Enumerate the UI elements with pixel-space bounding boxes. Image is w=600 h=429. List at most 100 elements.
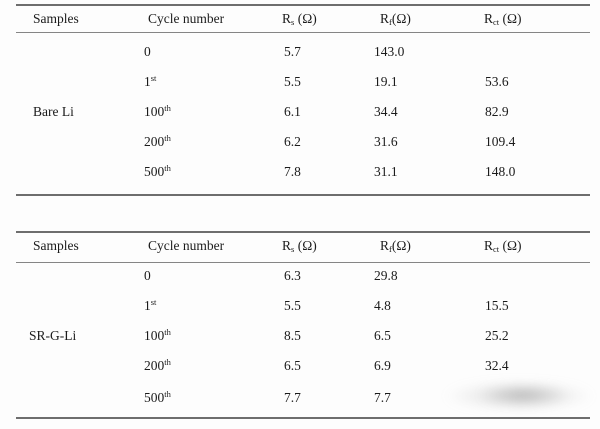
cycle-number-header-label: Cycle number xyxy=(148,11,225,26)
sample-name-label: SR-G-Li xyxy=(29,328,77,343)
table-row: 500th 7.8 31.1 148.0 xyxy=(0,163,600,180)
table1-header-row: Samples Cycle number Rs (Ω) Rf(Ω) Rct (Ω… xyxy=(0,10,600,27)
cycle-ordinal-suffix: th xyxy=(164,103,171,113)
table-row: 100th 8.5 6.5 25.2 xyxy=(0,327,600,344)
rs-value-cell: 7.8 xyxy=(284,164,301,179)
rs-subscript: s xyxy=(291,17,295,27)
rct-header-label: Rct (Ω) xyxy=(484,237,522,254)
samples-header-label: Samples xyxy=(33,238,79,253)
rs-value-cell: 7.7 xyxy=(284,390,301,405)
rf-symbol: R xyxy=(380,11,390,26)
table1-header-rule xyxy=(16,32,590,33)
cycle-number-cell: 1st xyxy=(144,73,156,90)
rs-unit: (Ω) xyxy=(294,11,317,26)
rs-value-cell: 5.7 xyxy=(284,44,301,59)
rct-value-cell: 109.4 xyxy=(485,134,516,149)
table2-top-rule xyxy=(16,231,590,233)
table2-bottom-rule xyxy=(16,417,590,419)
rs-value-cell: 6.3 xyxy=(284,268,301,283)
rs-unit: (Ω) xyxy=(294,238,317,253)
cycle-ordinal-suffix: th xyxy=(164,357,171,367)
rs-value-cell: 6.5 xyxy=(284,358,301,373)
rct-value-cell: 15.5 xyxy=(485,298,509,313)
cycle-number-value: 200 xyxy=(144,358,165,373)
rs-symbol: R xyxy=(282,238,292,253)
cycle-number-cell: 500th xyxy=(144,389,171,406)
cycle-ordinal-suffix: st xyxy=(150,297,157,307)
cycle-number-value: 200 xyxy=(144,134,165,149)
cycle-number-value: 500 xyxy=(144,390,165,405)
rs-symbol: R xyxy=(282,11,292,26)
cycle-number-cell: 500th xyxy=(144,163,171,180)
table2-header-row: Samples Cycle number Rs (Ω) Rf(Ω) Rct (Ω… xyxy=(0,237,600,254)
rs-value-cell: 6.2 xyxy=(284,134,301,149)
cycle-number-value: 1 xyxy=(144,74,151,89)
cycle-number-header-label: Cycle number xyxy=(148,238,225,253)
table2-header-rule xyxy=(16,262,590,263)
cycle-number-cell: 200th xyxy=(144,133,171,150)
rf-unit: (Ω) xyxy=(391,238,411,253)
rs-subscript: s xyxy=(291,244,295,254)
rct-value-cell: 32.4 xyxy=(485,358,509,373)
cycle-ordinal-suffix: st xyxy=(150,73,157,83)
rf-subscript: f xyxy=(389,244,392,254)
rct-symbol: R xyxy=(484,11,494,26)
cycle-number-cell: 1st xyxy=(144,297,156,314)
cycle-number-value: 100 xyxy=(144,328,165,343)
cycle-ordinal-suffix: th xyxy=(164,133,171,143)
rf-value-cell: 29.8 xyxy=(374,268,398,283)
rf-value-cell: 6.5 xyxy=(374,328,391,343)
table1-bottom-rule xyxy=(16,194,590,196)
rct-value-cell: 25.2 xyxy=(485,328,509,343)
rct-value-cell: 53.6 xyxy=(485,74,509,89)
table-row: 1st 5.5 19.1 53.6 xyxy=(0,73,600,90)
rct-unit: (Ω) xyxy=(499,238,522,253)
samples-header-label: Samples xyxy=(33,11,79,26)
rct-value-cell: 82.9 xyxy=(485,104,509,119)
table-row: 500th 7.7 7.7 xyxy=(0,389,600,406)
rct-subscript: ct xyxy=(493,17,500,27)
table1-top-rule xyxy=(16,4,590,6)
rs-value-cell: 5.5 xyxy=(284,74,301,89)
rf-value-cell: 31.1 xyxy=(374,164,398,179)
table-row: 200th 6.2 31.6 109.4 xyxy=(0,133,600,150)
cycle-number-value: 0 xyxy=(144,44,151,59)
rf-subscript: f xyxy=(389,17,392,27)
rs-value-cell: 8.5 xyxy=(284,328,301,343)
rf-symbol: R xyxy=(380,238,390,253)
rct-header-label: Rct (Ω) xyxy=(484,10,522,27)
rf-value-cell: 7.7 xyxy=(374,390,391,405)
cycle-number-value: 0 xyxy=(144,268,151,283)
cycle-number-value: 1 xyxy=(144,298,151,313)
rs-value-cell: 5.5 xyxy=(284,298,301,313)
cycle-number-value: 100 xyxy=(144,104,165,119)
rs-header-label: Rs (Ω) xyxy=(282,237,317,254)
table-row: 0 6.3 29.8 xyxy=(0,267,600,284)
rf-unit: (Ω) xyxy=(391,11,411,26)
sample-name-label: Bare Li xyxy=(33,104,74,119)
cycle-number-cell: 100th xyxy=(144,327,171,344)
cycle-number-cell: 200th xyxy=(144,357,171,374)
table-row: 1st 5.5 4.8 15.5 xyxy=(0,297,600,314)
rct-value-cell: 148.0 xyxy=(485,164,516,179)
cycle-ordinal-suffix: th xyxy=(164,327,171,337)
cycle-number-cell: 0 xyxy=(144,43,151,60)
rct-symbol: R xyxy=(484,238,494,253)
rct-unit: (Ω) xyxy=(499,11,522,26)
cycle-ordinal-suffix: th xyxy=(164,163,171,173)
rf-value-cell: 143.0 xyxy=(374,44,405,59)
rs-value-cell: 6.1 xyxy=(284,104,301,119)
cycle-number-cell: 0 xyxy=(144,267,151,284)
rf-value-cell: 6.9 xyxy=(374,358,391,373)
table-row: 200th 6.5 6.9 32.4 xyxy=(0,357,600,374)
cycle-ordinal-suffix: th xyxy=(164,389,171,399)
table-row: 0 5.7 143.0 xyxy=(0,43,600,60)
rf-header-label: Rf(Ω) xyxy=(380,10,411,27)
table-row: 100th 6.1 34.4 82.9 xyxy=(0,103,600,120)
cycle-number-cell: 100th xyxy=(144,103,171,120)
rf-header-label: Rf(Ω) xyxy=(380,237,411,254)
rct-subscript: ct xyxy=(493,244,500,254)
rf-value-cell: 34.4 xyxy=(374,104,398,119)
cycle-number-value: 500 xyxy=(144,164,165,179)
